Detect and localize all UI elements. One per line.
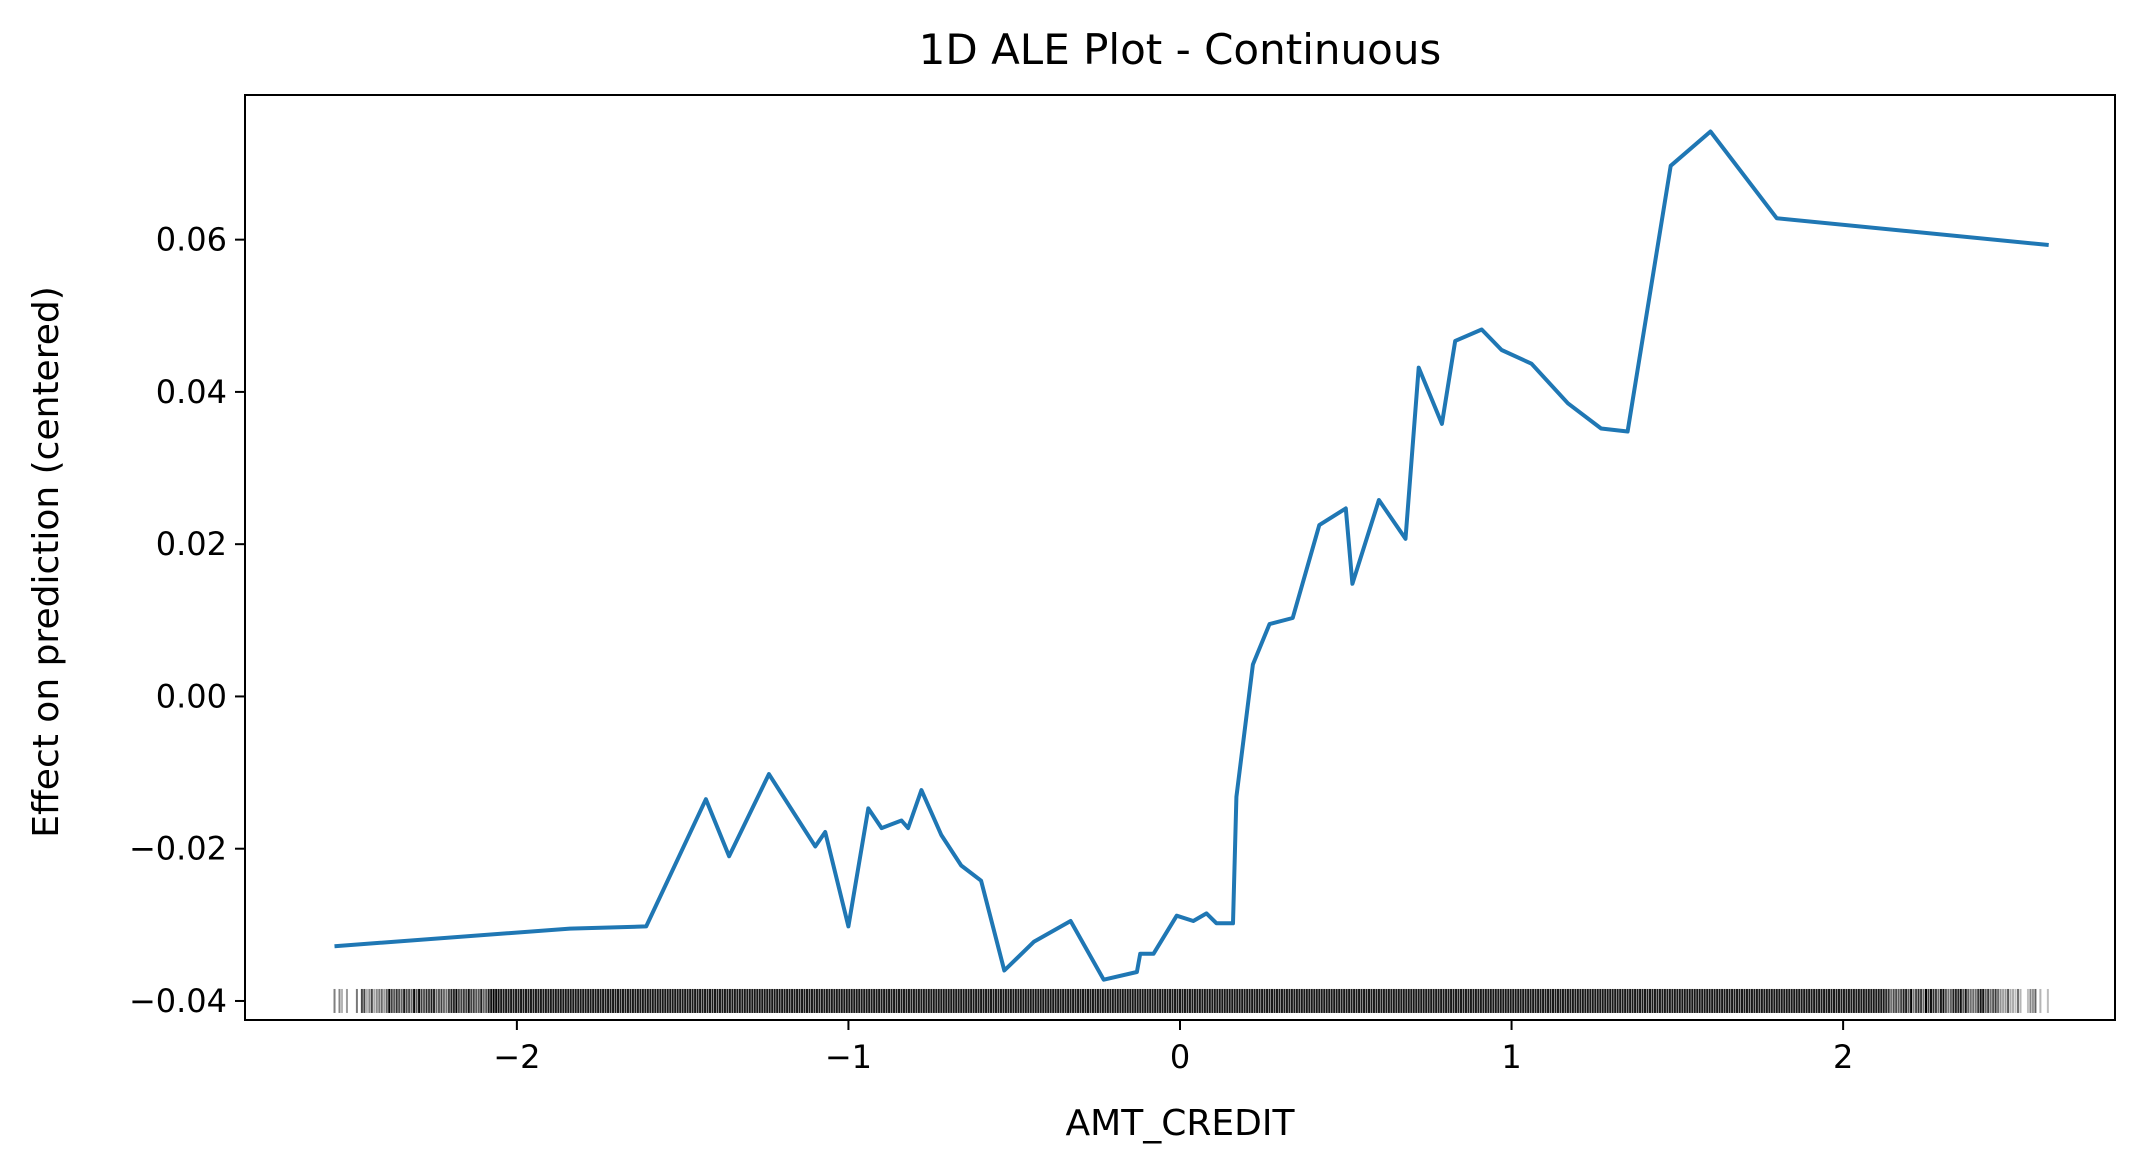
x-axis-label: AMT_CREDIT xyxy=(1066,1103,1296,1144)
y-tick-label: 0.04 xyxy=(156,373,227,411)
x-tick-label: 1 xyxy=(1501,1038,1521,1076)
x-axis-ticks: −2 −1 0 1 2 xyxy=(493,1020,1853,1076)
y-tick-label: −0.04 xyxy=(129,982,227,1020)
y-axis-label: Effect on prediction (centered) xyxy=(26,286,67,838)
y-tick-label: 0.00 xyxy=(156,677,227,715)
plot-frame xyxy=(244,94,2116,1021)
y-tick-label: −0.02 xyxy=(129,830,227,868)
x-tick-label: 0 xyxy=(1170,1038,1190,1076)
x-tick-label: 2 xyxy=(1833,1038,1853,1076)
y-axis-ticks: −0.04 −0.02 0.00 0.02 0.04 0.06 xyxy=(129,221,245,1020)
chart-title: 1D ALE Plot - Continuous xyxy=(919,25,1442,74)
rug-marks xyxy=(333,988,2049,1013)
y-tick-label: 0.06 xyxy=(156,221,227,259)
x-tick-label: −2 xyxy=(493,1038,540,1076)
series-lines xyxy=(334,129,2049,982)
x-tick-label: −1 xyxy=(825,1038,872,1076)
y-tick-label: 0.02 xyxy=(156,525,227,563)
series-line xyxy=(334,129,2049,982)
